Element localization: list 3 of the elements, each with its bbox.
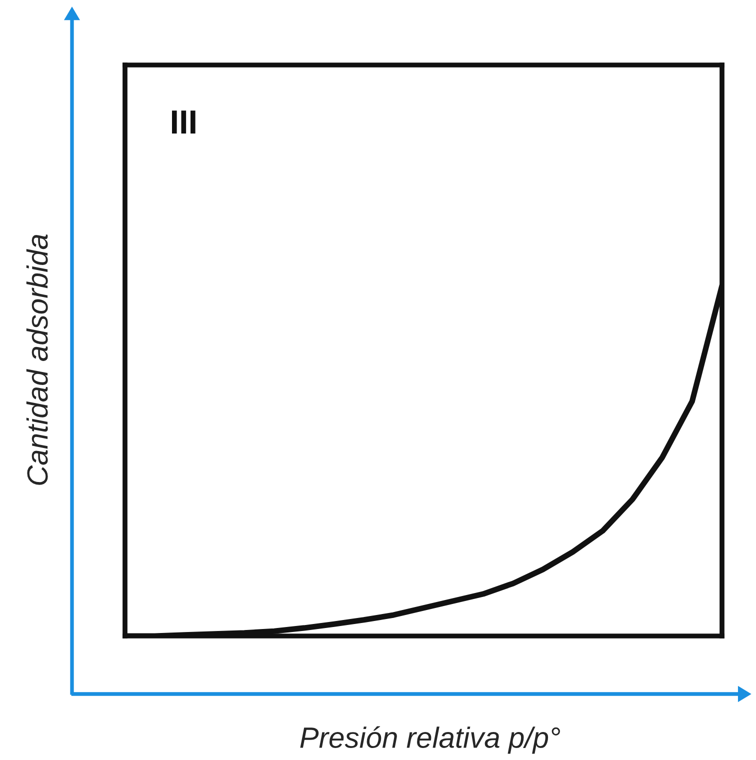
y-axis-title: Cantidad adsorbida: [26, 234, 48, 485]
x-axis-title: Presión relativa p/p°: [300, 726, 560, 754]
text: III: [172, 110, 196, 134]
